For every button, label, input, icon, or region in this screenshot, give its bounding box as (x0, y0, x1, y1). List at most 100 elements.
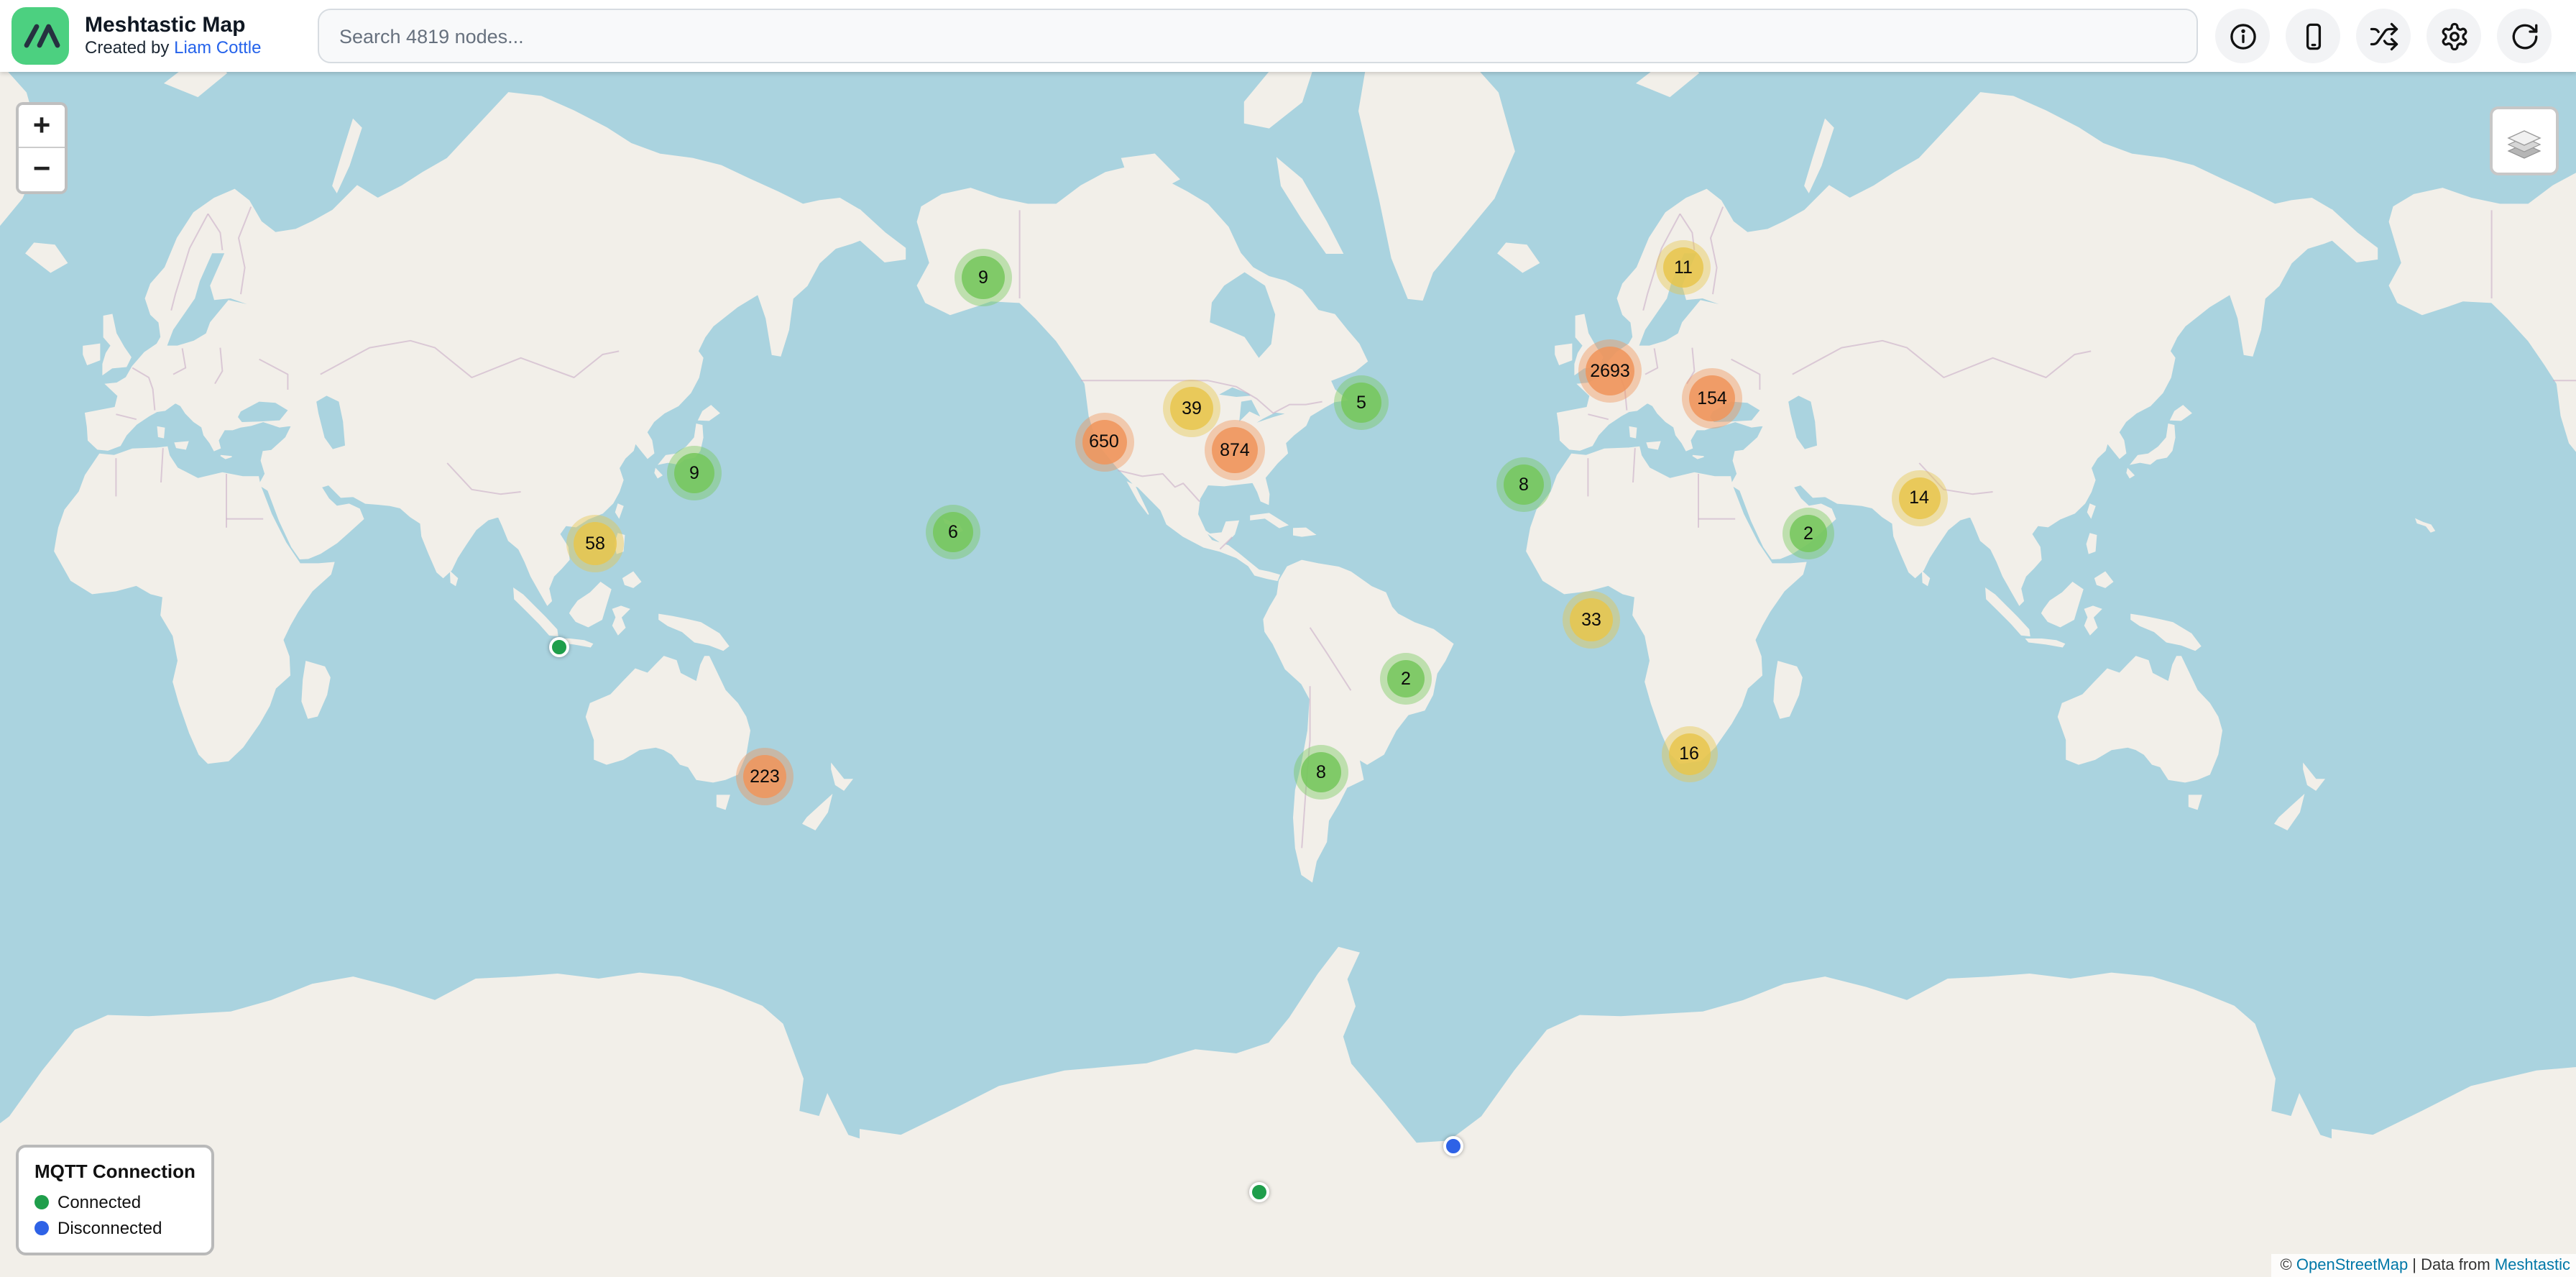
map-canvas[interactable]: 9 11 2693 154 39 650 874 5 8 9 58 6 2 14 33 2 8 16 223 + −… (0, 72, 2576, 1277)
cluster-count: 2 (1803, 523, 1813, 544)
legend-item-connected: Connected (34, 1192, 196, 1212)
cluster-count-bubble: 874 (1212, 427, 1258, 473)
cluster-marker[interactable]: 154 (1682, 368, 1742, 429)
cluster-marker[interactable]: 5 (1334, 375, 1389, 430)
cluster-count-bubble: 14 (1898, 477, 1940, 518)
cluster-count: 5 (1356, 392, 1366, 413)
meshtastic-link[interactable]: Meshtastic (2494, 1257, 2570, 1274)
cluster-marker[interactable]: 2 (1380, 653, 1432, 705)
cluster-count: 9 (689, 462, 699, 483)
info-icon (2230, 23, 2255, 49)
top-bar: Meshtastic Map Created by Liam Cottle (0, 0, 2576, 72)
meshtastic-logo-icon (12, 7, 69, 65)
cluster-count-bubble: 154 (1689, 375, 1735, 421)
cluster-count: 9 (978, 267, 988, 288)
gear-icon (2441, 22, 2467, 50)
zoom-in-button[interactable]: + (19, 105, 65, 148)
cluster-count-bubble: 9 (962, 256, 1005, 299)
title-block: Meshtastic Map Created by Liam Cottle (85, 14, 269, 58)
cluster-marker[interactable]: 39 (1163, 380, 1220, 437)
byline-prefix: Created by (85, 37, 175, 58)
cluster-count-bubble: 16 (1668, 733, 1710, 774)
cluster-count-bubble: 650 (1082, 419, 1126, 464)
openstreetmap-link[interactable]: OpenStreetMap (2296, 1257, 2409, 1274)
cluster-count-bubble: 9 (674, 453, 714, 493)
cluster-count: 14 (1909, 487, 1929, 508)
cluster-count-bubble: 8 (1301, 752, 1341, 792)
mqtt-legend: MQTT Connection Connected Disconnected (16, 1145, 214, 1255)
cluster-count: 6 (948, 521, 958, 542)
cluster-count-bubble: 39 (1170, 387, 1213, 430)
smartphone-icon (2305, 22, 2321, 50)
cluster-marker[interactable]: 223 (736, 748, 794, 805)
cluster-count-bubble: 223 (743, 755, 786, 798)
disconnected-dot-icon (34, 1221, 49, 1235)
copyright-text: © (2280, 1257, 2296, 1274)
cluster-count: 58 (585, 533, 605, 554)
cluster-marker[interactable]: 14 (1891, 470, 1947, 526)
cluster-marker[interactable]: 2 (1782, 508, 1834, 559)
cluster-count-bubble: 2 (1790, 515, 1827, 552)
cluster-marker[interactable]: 58 (566, 515, 624, 572)
cluster-marker[interactable]: 33 (1563, 591, 1620, 649)
cluster-count: 2693 (1590, 360, 1630, 381)
byline: Created by Liam Cottle (85, 37, 269, 58)
layers-icon (2507, 130, 2542, 159)
cluster-count: 650 (1089, 431, 1119, 452)
cluster-marker[interactable]: 9 (667, 446, 722, 500)
info-button[interactable] (2215, 9, 2270, 63)
cluster-marker[interactable]: 8 (1294, 745, 1348, 800)
cluster-count: 16 (1679, 743, 1699, 764)
header-buttons (2215, 9, 2552, 63)
shuffle-icon (2369, 22, 2398, 50)
cluster-marker[interactable]: 6 (926, 505, 980, 559)
connected-node-marker[interactable] (1249, 1182, 1269, 1202)
byline-link[interactable]: Liam Cottle (174, 37, 262, 58)
cluster-count-bubble: 11 (1663, 247, 1703, 288)
legend-label: Disconnected (58, 1218, 162, 1238)
map-attribution: © OpenStreetMap | Data from Meshtastic (2271, 1254, 2576, 1277)
cluster-marker[interactable]: 9 (954, 249, 1012, 306)
legend-title: MQTT Connection (34, 1161, 196, 1182)
page-title: Meshtastic Map (85, 13, 246, 38)
connected-dot-icon (34, 1195, 49, 1209)
cluster-marker[interactable]: 650 (1075, 412, 1133, 471)
cluster-marker[interactable]: 2693 (1578, 339, 1642, 403)
cluster-count-bubble: 33 (1570, 598, 1613, 641)
layers-control[interactable] (2490, 106, 2559, 175)
cluster-count: 874 (1220, 439, 1250, 460)
cluster-marker[interactable]: 8 (1496, 457, 1551, 512)
cluster-count-bubble: 8 (1504, 464, 1544, 505)
refresh-button[interactable] (2497, 9, 2552, 63)
zoom-out-button[interactable]: − (19, 148, 65, 191)
cluster-count: 8 (1519, 474, 1529, 495)
cluster-count: 154 (1697, 388, 1727, 408)
settings-button[interactable] (2426, 9, 2481, 63)
legend-label: Connected (58, 1192, 142, 1212)
zoom-control: + − (16, 102, 68, 194)
refresh-icon (2511, 23, 2537, 49)
cluster-count-bubble: 2 (1387, 660, 1425, 697)
cluster-count-bubble: 58 (574, 522, 617, 565)
mobile-app-button[interactable] (2286, 9, 2340, 63)
cluster-count-bubble: 2693 (1586, 347, 1634, 395)
legend-item-disconnected: Disconnected (34, 1218, 196, 1238)
random-node-button[interactable] (2356, 9, 2411, 63)
cluster-count-bubble: 6 (933, 512, 973, 552)
cluster-count: 11 (1674, 257, 1693, 278)
disconnected-node-marker[interactable] (1443, 1136, 1463, 1156)
cluster-count: 2 (1401, 668, 1411, 689)
attribution-separator: | Data from (2408, 1257, 2495, 1274)
cluster-count-bubble: 5 (1341, 383, 1381, 423)
world-map (0, 72, 2576, 1277)
cluster-count: 39 (1182, 398, 1202, 418)
cluster-count: 223 (750, 766, 780, 787)
cluster-marker[interactable]: 874 (1205, 420, 1265, 480)
connected-node-marker[interactable] (549, 637, 569, 657)
cluster-count: 8 (1316, 761, 1326, 782)
cluster-count: 33 (1581, 609, 1601, 630)
cluster-marker[interactable]: 11 (1656, 240, 1711, 295)
cluster-marker[interactable]: 16 (1661, 726, 1717, 782)
search-input[interactable] (318, 9, 2198, 63)
